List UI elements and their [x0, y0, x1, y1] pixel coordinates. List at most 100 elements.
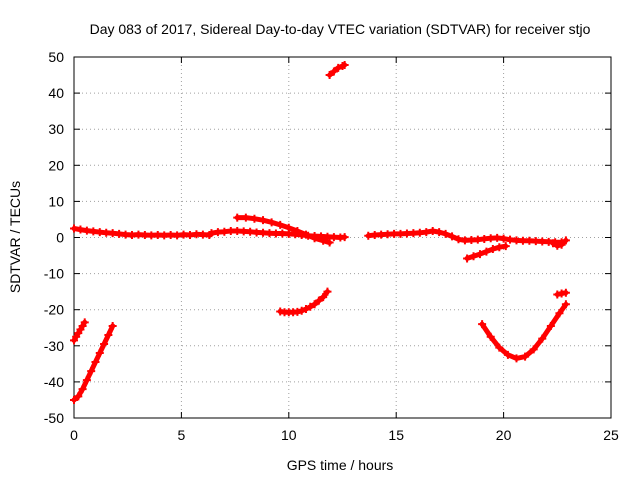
data-point — [267, 218, 276, 227]
data-point — [207, 229, 216, 238]
data-point — [301, 304, 310, 313]
data-point — [422, 228, 431, 237]
data-point — [478, 320, 487, 329]
chart-title: Day 083 of 2017, Sidereal Day-to-day VTE… — [90, 21, 591, 37]
series-7 — [364, 227, 566, 247]
data-point — [486, 332, 495, 341]
data-point — [91, 358, 100, 367]
data-point — [561, 300, 570, 309]
data-point — [448, 232, 457, 241]
y-tick-label: -40 — [44, 374, 64, 390]
data-point — [233, 213, 242, 222]
data-point — [74, 392, 83, 401]
data-point — [463, 254, 472, 263]
data-point — [323, 287, 332, 296]
y-tick-label: -30 — [44, 338, 64, 354]
y-tick-label: -10 — [44, 266, 64, 282]
series-1 — [207, 227, 349, 242]
x-tick-label: 25 — [603, 427, 619, 443]
y-axis-ticks: -50 -40 -30 -20 -10 0 10 20 30 40 50 — [44, 49, 611, 426]
data-point — [293, 307, 302, 316]
data-point — [95, 349, 104, 358]
data-point — [80, 318, 89, 327]
series-9 — [549, 236, 570, 250]
data-point — [293, 227, 302, 236]
data-point — [488, 245, 497, 254]
data-point — [553, 290, 562, 299]
data-point — [495, 343, 504, 352]
data-point — [475, 250, 484, 259]
data-point — [503, 350, 512, 359]
series-2 — [233, 213, 334, 247]
data-point — [469, 252, 478, 261]
data-point — [555, 309, 564, 318]
x-axis-label: GPS time / hours — [287, 457, 394, 473]
data-point — [482, 247, 491, 256]
data-point — [284, 223, 293, 232]
data-point — [501, 242, 510, 251]
y-tick-label: 20 — [48, 157, 64, 173]
y-tick-label: 50 — [48, 49, 64, 65]
data-point — [441, 229, 450, 238]
data-points — [70, 60, 570, 404]
data-point — [310, 300, 319, 309]
data-point — [259, 216, 268, 225]
y-tick-label: -50 — [44, 410, 64, 426]
data-point — [340, 233, 349, 242]
data-point — [319, 293, 328, 302]
x-tick-label: 20 — [496, 427, 512, 443]
data-point — [334, 63, 343, 72]
series-0 — [70, 224, 214, 240]
data-point — [276, 220, 285, 229]
x-tick-label: 0 — [70, 427, 78, 443]
y-tick-label: 0 — [56, 230, 64, 246]
y-tick-label: 40 — [48, 85, 64, 101]
data-point — [340, 60, 349, 69]
data-point — [521, 352, 530, 361]
series-10 — [478, 300, 570, 363]
x-tick-label: 15 — [388, 427, 404, 443]
data-point — [499, 234, 508, 243]
series-trace — [71, 323, 116, 403]
data-point — [428, 227, 437, 236]
y-tick-label: -20 — [44, 302, 64, 318]
data-point — [549, 239, 558, 248]
data-point — [301, 230, 310, 239]
data-point — [70, 224, 78, 233]
data-point — [325, 238, 334, 247]
data-point — [561, 288, 570, 297]
data-point — [100, 339, 109, 348]
data-point — [297, 306, 306, 315]
data-point — [306, 302, 315, 311]
data-point — [495, 243, 504, 252]
y-axis-label: SDTVAR / TECUs — [7, 181, 23, 293]
data-point — [241, 213, 250, 222]
data-point — [553, 241, 562, 250]
data-point — [104, 330, 113, 339]
data-point — [319, 236, 328, 245]
data-point — [76, 225, 85, 234]
y-tick-label: 10 — [48, 193, 64, 209]
data-point — [561, 236, 570, 245]
y-tick-label: 30 — [48, 121, 64, 137]
data-point — [314, 296, 323, 305]
data-point — [546, 321, 555, 330]
data-point — [435, 228, 444, 237]
data-point — [325, 71, 334, 80]
data-point — [70, 395, 78, 404]
x-tick-label: 5 — [178, 427, 186, 443]
series-11 — [553, 288, 570, 299]
data-point — [557, 240, 566, 249]
data-point — [108, 321, 117, 330]
series-5 — [276, 287, 332, 317]
series-8 — [463, 242, 510, 263]
series-6 — [325, 60, 349, 80]
data-point — [78, 385, 87, 394]
data-point — [454, 235, 463, 244]
series-3 — [70, 318, 89, 345]
data-point — [250, 214, 259, 223]
data-point — [87, 367, 96, 376]
data-point — [538, 334, 547, 343]
x-tick-label: 10 — [281, 427, 297, 443]
data-point — [310, 234, 319, 243]
